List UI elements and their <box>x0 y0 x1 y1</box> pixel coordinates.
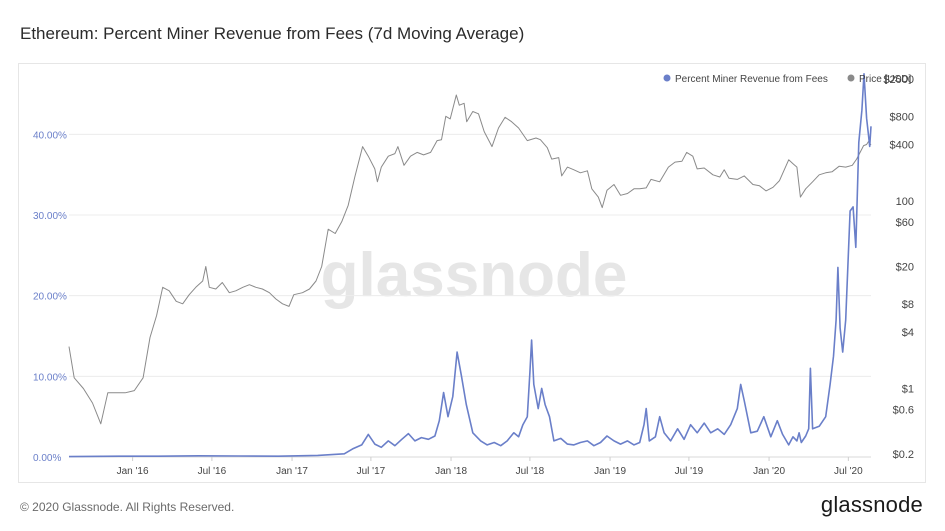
right-axis: $0.2 $0.6 $1 $4 $8 $20 $60 100 $400 $800 $2000 <box>883 74 914 461</box>
right-tick-label: $400 <box>890 140 914 152</box>
price-line <box>68 94 872 425</box>
left-tick-label: 30.00% <box>33 211 67 222</box>
chart-canvas: glassnode 0.00%10.00%20.00%30.00%40.00% … <box>33 73 914 477</box>
left-axis: 0.00% 10.00% 20.00% 30.00% 40.00% <box>33 130 67 464</box>
right-tick-label: $2000 <box>883 74 914 86</box>
right-tick-label: $4 <box>902 327 914 339</box>
price-series <box>68 94 872 425</box>
x-tick-label: Jan '20 <box>753 466 785 477</box>
gridlines <box>69 133 871 458</box>
legend-marker <box>847 74 855 82</box>
right-tick-label: $20 <box>896 262 914 274</box>
left-tick-label: 20.00% <box>33 292 67 303</box>
right-tick-label: $8 <box>902 299 914 311</box>
fees-series <box>68 73 872 458</box>
x-tick-label: Jul '19 <box>675 466 704 477</box>
legend-item[interactable]: Percent Miner Revenue from Fees <box>663 74 828 85</box>
left-tick-label: 10.00% <box>33 372 67 383</box>
right-tick-label: $800 <box>890 111 914 123</box>
x-tick-label: Jul '16 <box>198 466 227 477</box>
chart-title: Ethereum: Percent Miner Revenue from Fee… <box>20 24 525 43</box>
legend-label: Price [USD] <box>859 74 911 85</box>
left-tick-label: 0.00% <box>33 453 61 464</box>
right-tick-label: $0.2 <box>893 449 914 461</box>
x-tick-label: Jul '20 <box>834 466 863 477</box>
right-tick-label: $60 <box>896 217 914 229</box>
chart-panel: glassnode 0.00% 10.00% 20.00% 30.00% 40.00% … <box>18 63 926 483</box>
x-tick-label: Jan '18 <box>435 466 467 477</box>
fees-line <box>68 73 872 458</box>
brand-logo[interactable]: glassnode <box>820 492 923 517</box>
right-tick-label: $0.6 <box>893 404 914 416</box>
x-tick-label: Jan '19 <box>594 466 626 477</box>
x-tick-label: Jan '16 <box>117 466 149 477</box>
x-tick-label: Jan '17 <box>276 466 308 477</box>
legend-label: Percent Miner Revenue from Fees <box>675 74 828 85</box>
copyright-notice: © 2020 Glassnode. All Rights Reserved. <box>20 500 235 514</box>
right-tick-label: $1 <box>902 383 914 395</box>
legend[interactable]: Percent Miner Revenue from Fees Price [US… <box>663 74 912 85</box>
x-tick-label: Jul '18 <box>516 466 545 477</box>
x-axis: Jan '16 Jul '16 Jan '17 Jul '17 Jan '18 Jul '… <box>117 457 863 477</box>
watermark: glassnode <box>321 241 628 310</box>
legend-item[interactable]: Price [USD] <box>847 74 912 85</box>
legend-marker <box>663 74 671 82</box>
right-tick-label: 100 <box>896 196 914 208</box>
x-tick-label: Jul '17 <box>357 466 386 477</box>
left-tick-label: 40.00% <box>33 130 67 141</box>
